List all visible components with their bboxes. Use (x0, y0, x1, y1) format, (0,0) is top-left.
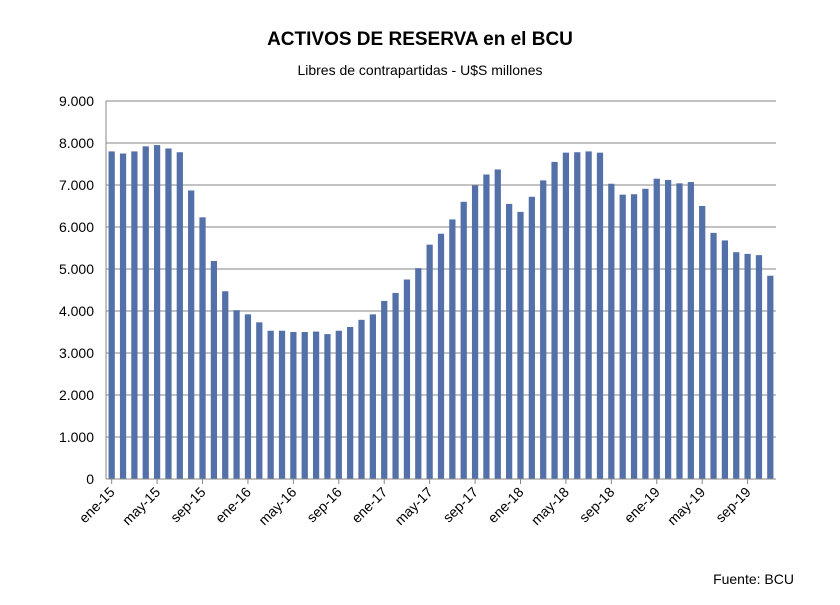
bar-nov-19 (767, 275, 774, 479)
chart-subtitle: Libres de contrapartidas - U$S millones (297, 62, 542, 78)
y-tick-label: 6.000 (59, 219, 94, 235)
bar-jun-15 (165, 148, 172, 479)
bar-oct-16 (347, 326, 354, 479)
x-tick-label: may-15 (119, 484, 163, 528)
bar-nov-15 (222, 291, 229, 479)
bar-dic-18 (642, 188, 649, 479)
bar-dic-15 (233, 310, 240, 479)
bar-feb-18 (528, 196, 535, 479)
bar-jul-17 (449, 219, 456, 479)
bar-mar-16 (267, 330, 274, 479)
bar-sep-15 (199, 217, 206, 479)
y-tick-label: 1.000 (59, 429, 94, 445)
y-axis-ticks: 0 1.000 2.000 3.000 4.000 5.000 6.000 7.000 8.00… (59, 93, 94, 487)
bar-series (108, 145, 774, 480)
bar-jun-18 (574, 152, 581, 480)
y-tick-label: 0 (86, 471, 94, 487)
y-tick-label: 3.000 (59, 345, 94, 361)
bar-oct-17 (483, 174, 490, 479)
bar-jun-17 (437, 233, 445, 479)
bar-jul-18 (585, 151, 592, 479)
bar-sep-17 (471, 185, 479, 480)
bar-may-19 (699, 206, 706, 479)
x-tick-label: may-19 (664, 484, 708, 528)
bar-sep-19 (744, 253, 751, 479)
x-tick-label: ene-15 (76, 484, 118, 526)
bar-ago-18 (596, 152, 604, 479)
bar-ago-15 (188, 190, 195, 479)
x-tick-label: sep-17 (440, 484, 482, 526)
bar-dic-17 (506, 203, 513, 479)
x-tick-label: ene-19 (621, 484, 663, 526)
y-tick-label: 8.000 (59, 135, 94, 151)
bar-abr-15 (142, 146, 149, 480)
bar-ene-15 (108, 151, 115, 479)
x-tick-label: ene-18 (484, 484, 526, 526)
bar-oct-19 (755, 255, 763, 479)
y-tick-label: 2.000 (59, 387, 94, 403)
x-tick-label: sep-18 (576, 484, 618, 526)
x-tick-label: ene-17 (348, 484, 390, 526)
bar-sep-16 (335, 330, 342, 479)
bar-abr-16 (278, 330, 286, 479)
bar-may-17 (426, 244, 433, 479)
bar-ene-16 (244, 314, 252, 479)
x-tick-label: sep-19 (712, 484, 754, 526)
bar-may-18 (562, 152, 570, 479)
bar-nov-16 (358, 319, 365, 479)
x-tick-label: ene-16 (212, 484, 254, 526)
y-tick-label: 5.000 (59, 261, 94, 277)
bar-feb-17 (392, 292, 399, 479)
bar-ago-19 (733, 252, 740, 479)
bar-jul-16 (312, 331, 320, 479)
bar-ene-19 (653, 178, 660, 479)
bar-mar-18 (540, 180, 547, 479)
bar-dic-16 (369, 314, 376, 479)
bar-oct-18 (619, 194, 626, 479)
bar-jun-19 (710, 232, 717, 479)
bar-sep-18 (608, 183, 615, 480)
bar-ago-17 (460, 201, 467, 480)
x-tick-label: sep-15 (167, 484, 209, 526)
x-tick-label: may-17 (391, 484, 435, 528)
bar-abr-18 (551, 161, 558, 479)
bar-jun-16 (301, 332, 308, 479)
bar-ago-16 (324, 334, 331, 479)
bar-feb-19 (664, 179, 672, 479)
bar-nov-18 (630, 194, 638, 480)
bar-mar-15 (131, 151, 138, 479)
bar-ene-18 (517, 211, 524, 479)
bar-may-16 (290, 332, 297, 479)
y-tick-label: 4.000 (59, 303, 94, 319)
y-tick-label: 7.000 (59, 177, 94, 193)
bar-abr-19 (687, 182, 694, 479)
y-tick-label: 9.000 (59, 93, 94, 109)
bar-mar-17 (403, 279, 411, 479)
x-tick-label: may-16 (255, 484, 299, 528)
bar-mar-19 (676, 183, 683, 479)
bar-abr-17 (415, 268, 422, 479)
bar-feb-16 (256, 322, 263, 479)
x-axis-ticks: ene-15 may-15 sep-15 ene-16 may-16 sep-16 ene-… (76, 478, 776, 528)
bar-ene-17 (381, 300, 388, 479)
x-tick-label: may-18 (528, 484, 572, 528)
chart-title: ACTIVOS DE RESERVA en el BCU (267, 29, 573, 50)
bar-jul-19 (721, 240, 729, 479)
bar-may-15 (153, 145, 161, 479)
chart-source: Fuente: BCU (713, 571, 794, 587)
bar-jul-15 (176, 152, 183, 480)
bar-oct-15 (210, 261, 218, 479)
x-tick-label: sep-16 (303, 484, 345, 526)
bar-nov-17 (494, 169, 501, 479)
bar-feb-15 (119, 153, 127, 479)
